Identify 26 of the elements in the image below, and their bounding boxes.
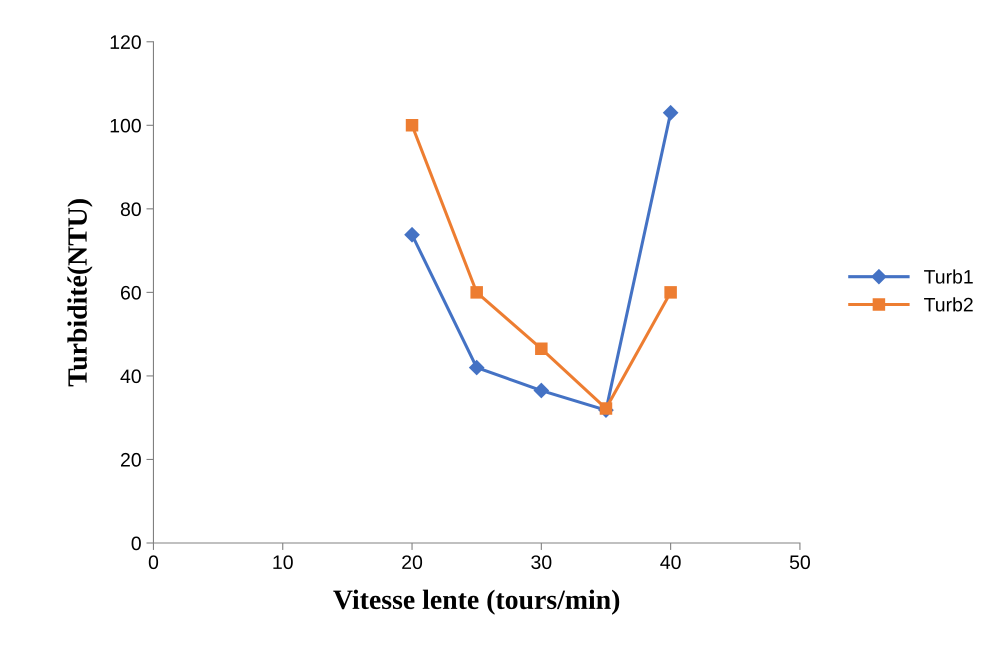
x-tick-label: 50 <box>790 555 810 570</box>
y-tick-label: 60 <box>121 286 141 300</box>
y-axis-title: Turbidité(NTU) <box>67 199 93 386</box>
point <box>663 105 678 120</box>
y-tick-label: 0 <box>132 536 141 550</box>
point <box>600 402 612 415</box>
point <box>535 342 548 356</box>
x-tick-label: 0 <box>148 555 158 570</box>
point <box>404 227 420 242</box>
point <box>664 286 677 299</box>
point <box>406 119 418 132</box>
legend-label: Turb2 <box>924 297 973 312</box>
point <box>470 286 483 299</box>
x-axis-title: Vitesse lente (tours/min) <box>333 590 620 615</box>
x-tick-label: 20 <box>402 555 422 570</box>
y-tick-label: 80 <box>120 202 141 216</box>
legend-label: Turb1 <box>924 269 973 284</box>
x-tick-label: 40 <box>660 555 681 570</box>
point <box>534 382 549 398</box>
y-tick-label: 120 <box>110 35 141 50</box>
x-tick-label: 10 <box>273 555 293 570</box>
y-tick-label: 20 <box>120 452 141 467</box>
y-tick-label: 40 <box>120 369 141 384</box>
x-tick-label: 30 <box>531 555 552 570</box>
point <box>469 360 484 376</box>
y-tick-label: 100 <box>110 118 141 133</box>
